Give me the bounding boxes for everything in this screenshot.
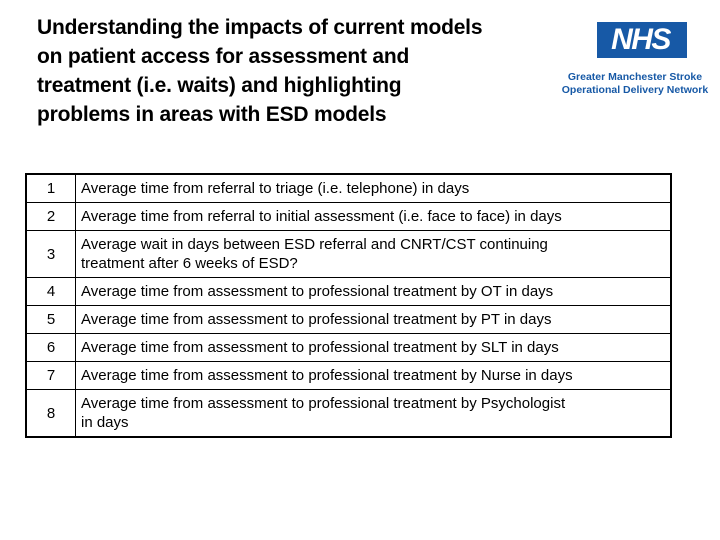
page-title: Understanding the impacts of current mod… (37, 13, 483, 129)
row-question: Average time from referral to initial as… (75, 202, 672, 231)
questions-table: 1 Average time from referral to triage (i… (25, 173, 672, 438)
network-name: Greater Manchester Stroke Operational De… (550, 71, 720, 97)
row-number: 2 (25, 202, 76, 231)
nhs-logo: NHS (597, 22, 687, 58)
row-number: 8 (25, 389, 76, 438)
row-question: Average time from assessment to professi… (75, 389, 672, 438)
network-line-2: Operational Delivery Network (561, 84, 709, 96)
row-question: Average time from assessment to professi… (75, 361, 672, 390)
nhs-logo-text: NHS (611, 23, 671, 56)
table-row: 1 Average time from referral to triage (i… (25, 173, 672, 203)
table-row: 5 Average time from assessment to profess… (25, 305, 672, 334)
table-row: 8 Average time from assessment to profess… (25, 389, 672, 438)
table-row: 6 Average time from assessment to profess… (25, 333, 672, 362)
network-line-1: Greater Manchester Stroke (567, 71, 703, 83)
row-question: Average time from referral to triage (i.… (75, 173, 672, 203)
row-number: 6 (25, 333, 76, 362)
row-question: Average time from assessment to professi… (75, 277, 672, 306)
title-line-3: treatment (i.e. waits) and highlighting (37, 74, 402, 97)
row-number: 4 (25, 277, 76, 306)
row-number: 3 (25, 230, 76, 278)
row-number: 1 (25, 173, 76, 203)
title-line-4: problems in areas with ESD models (37, 103, 387, 126)
table-row: 4 Average time from assessment to profess… (25, 277, 672, 306)
table-row: 3 Average wait in days between ESD referr… (25, 230, 672, 278)
row-number: 5 (25, 305, 76, 334)
table-row: 2 Average time from referral to initial a… (25, 202, 672, 231)
row-question: Average time from assessment to professi… (75, 333, 672, 362)
row-question: Average wait in days between ESD referra… (75, 230, 672, 278)
row-question: Average time from assessment to professi… (75, 305, 672, 334)
title-line-1: Understanding the impacts of current mod… (37, 16, 483, 39)
table-row: 7 Average time from assessment to profess… (25, 361, 672, 390)
row-number: 7 (25, 361, 76, 390)
title-line-2: on patient access for assessment and (37, 45, 410, 68)
